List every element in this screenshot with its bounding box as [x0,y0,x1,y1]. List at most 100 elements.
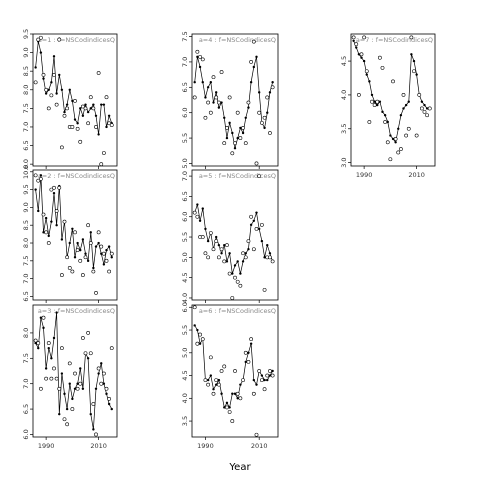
fitted-point [352,39,355,42]
observed-point [67,266,72,270]
observed-point [222,364,227,369]
fitted-point [47,346,50,350]
fitted-series-line [194,325,273,409]
observed-point [83,255,88,260]
observed-point [46,106,51,111]
observed-point [195,214,200,219]
observed-point [78,139,83,144]
fitted-point [404,103,408,107]
fitted-point [81,387,85,390]
observed-point [36,37,41,42]
x-tick-label: 1990 [356,171,373,179]
observed-point [265,95,270,100]
fitted-point [196,328,199,332]
observed-point [243,141,248,146]
observed-point [388,157,393,162]
y-tick-label: 7.5 [22,256,30,266]
observed-point [99,244,104,249]
y-tick-label: 5.0 [181,348,189,358]
panel-5: a=5 : f=NSCodindicesQ 4.0 4.5 5.0 5.5 6.0 6.5 7… [181,169,279,303]
observed-point [354,42,359,47]
fitted-point [228,406,231,409]
observed-point [259,222,264,227]
observed-point [80,104,85,109]
panel-3: a=7 : f=NSCodindicesQ 3.0 3.5 4.0 4.5 1990 201… [340,33,436,179]
panel-strip-label: a=2 : f=NSCodindicesQ [38,172,115,180]
observed-point [203,115,208,120]
observed-point [57,386,62,391]
observed-point [254,227,259,231]
observed-point [211,247,216,252]
observed-point [270,85,275,90]
observed-point [412,69,416,74]
fitted-point [71,99,74,103]
panel-strip-label: a=6 : f=NSCodindicesQ [199,307,276,315]
observed-point [65,422,70,427]
fitted-point [209,374,213,377]
fitted-point [34,66,37,69]
observed-point [268,369,272,373]
fitted-point [37,209,40,213]
fitted-point [71,397,74,401]
fitted-point [65,407,69,411]
fitted-point [357,53,361,56]
fitted-point [394,141,397,144]
fitted-series-line [35,175,113,268]
observed-point [59,145,64,150]
observed-point [195,49,200,54]
observed-point [246,359,251,364]
observed-point [241,378,245,383]
observed-point [262,115,267,120]
y-tick-label: 5.0 [181,158,189,168]
fitted-point [407,100,410,103]
fitted-point [76,382,79,385]
fitted-point [50,357,53,360]
y-tick-label: 6.5 [22,404,30,414]
y-tick-label: 4.0 [181,393,189,403]
observed-point [67,361,72,366]
y-tick-label: 7.5 [181,31,189,41]
fitted-point [65,103,69,106]
fitted-point [362,59,366,63]
fitted-point [206,86,210,89]
fitted-point [241,131,245,135]
x-tick-label: 1990 [197,442,214,450]
fitted-point [102,382,106,385]
fitted-point [44,92,48,95]
fitted-point [193,324,196,327]
fitted-point [52,336,56,340]
observed-point [88,241,93,245]
y-tick-label: 10.0 [22,165,30,179]
observed-point [203,251,208,256]
y-tick-label: 6.0 [181,302,189,312]
observed-point [57,185,62,190]
observed-point [192,210,197,215]
fitted-point [225,401,229,405]
observed-point [36,341,41,345]
y-tick-label: 5.5 [181,232,189,242]
observed-point [380,65,385,70]
fitted-point [389,134,392,137]
observed-point [62,113,67,118]
observed-point [88,351,93,356]
panel-frame [32,33,118,167]
observed-point [96,230,101,235]
observed-point [427,106,432,111]
fitted-point [204,227,207,231]
observed-point [86,331,91,335]
observed-point [251,247,256,252]
fitted-point [266,378,269,382]
fitted-point [228,121,231,125]
fitted-point [193,81,196,84]
observed-point [107,121,112,126]
y-tick-label: 7.0 [22,273,30,283]
fitted-point [249,223,253,227]
fitted-point [410,53,413,56]
fitted-point [239,383,242,386]
y-tick-label: 6.0 [22,429,30,439]
y-tick-label: 7.0 [22,379,30,389]
observed-point [49,376,54,381]
fitted-point [236,260,239,263]
observed-point [57,37,62,42]
fitted-series-line [194,56,273,149]
